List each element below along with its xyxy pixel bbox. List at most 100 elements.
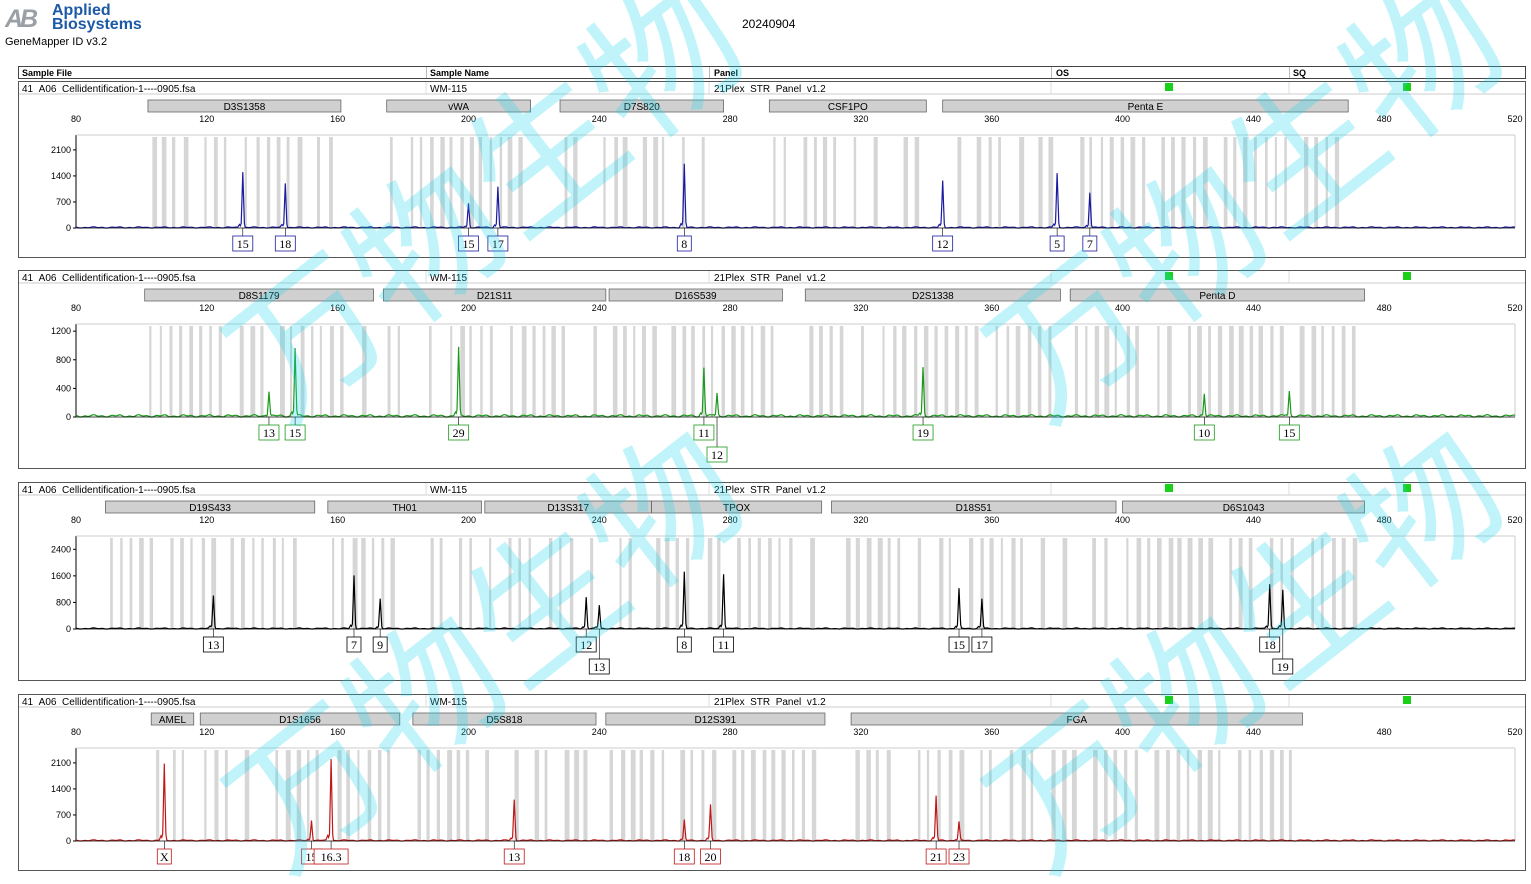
allele-bin (1208, 326, 1211, 417)
allele-bin (988, 137, 992, 228)
allele-bin (1352, 538, 1358, 629)
allele-bin (1000, 538, 1003, 629)
allele-bin (845, 538, 851, 629)
allele-call-box (1272, 658, 1294, 675)
allele-bin (741, 750, 745, 841)
allele-call-label: 11 (718, 638, 730, 652)
allele-bin (361, 538, 366, 629)
x-tick-label: 280 (723, 114, 738, 124)
x-tick-label: 400 (1115, 303, 1130, 313)
allele-bin (750, 750, 756, 841)
col-header-os[interactable]: OS (1056, 68, 1070, 78)
allele-call-label: 15 (462, 237, 474, 251)
allele-bin (1167, 326, 1172, 417)
electropherogram-panel-black[interactable]: 41_A06_Cellidentification-1----0905.fsa W… (18, 482, 1526, 681)
allele-bin (944, 326, 949, 417)
marker-label: D13S317 (547, 503, 589, 514)
allele-bin (521, 326, 527, 417)
allele-bin (296, 750, 302, 841)
allele-bin (1080, 137, 1085, 228)
marker-label: D6S1043 (1223, 503, 1265, 514)
allele-bin (1198, 538, 1203, 629)
electropherogram-panel-red[interactable]: 41_A06_Cellidentification-1----0905.fsa W… (18, 694, 1526, 871)
electropherogram-red: 41_A06_Cellidentification-1----0905.fsa W… (19, 695, 1525, 865)
allele-bin (1304, 137, 1309, 228)
allele-bin (948, 750, 953, 841)
allele-bin (1009, 750, 1014, 841)
x-tick-label: 440 (1246, 303, 1261, 313)
allele-bin (346, 750, 350, 841)
allele-bin (630, 750, 636, 841)
allele-bin (564, 137, 568, 228)
allele-bin (532, 326, 536, 417)
allele-call-box (925, 848, 947, 865)
allele-bin (593, 326, 597, 417)
col-header-sq[interactable]: SQ (1293, 68, 1307, 78)
allele-bin (297, 137, 303, 228)
allele-bin (341, 538, 344, 629)
x-tick-label: 440 (1246, 515, 1261, 525)
allele-bin (1104, 326, 1110, 417)
x-tick-label: 360 (984, 727, 999, 737)
allele-bin (1238, 750, 1242, 841)
allele-bin (861, 326, 864, 417)
electropherogram-panel-blue[interactable]: 41_A06_Cellidentification-1----0905.fsa W… (18, 81, 1526, 258)
allele-bin (866, 538, 872, 629)
marker-label: D2S1338 (912, 291, 954, 302)
allele-bin (1238, 538, 1243, 629)
allele-call-label: 12 (937, 237, 949, 251)
allele-bin (1288, 750, 1292, 841)
allele-bin (1094, 326, 1100, 417)
x-tick-label: 320 (853, 303, 868, 313)
allele-bin (665, 538, 670, 629)
allele-bin (489, 538, 492, 629)
allele-bin (809, 326, 814, 417)
allele-bin (1229, 538, 1233, 629)
x-tick-label: 200 (461, 114, 476, 124)
allele-bin (469, 538, 473, 629)
allele-bin (612, 326, 618, 417)
y-tick-label: 700 (56, 810, 71, 820)
col-header-panel[interactable]: Panel (714, 68, 739, 78)
electropherogram-panel-green[interactable]: 41_A06_Cellidentification-1----0905.fsa W… (18, 270, 1526, 469)
allele-bin (937, 750, 941, 841)
allele-bin (211, 538, 217, 629)
allele-bin (390, 538, 395, 629)
allele-call-box (971, 636, 993, 653)
allele-bin (1048, 326, 1052, 417)
allele-bin (1166, 750, 1170, 841)
allele-bin (773, 137, 776, 228)
allele-bin (1156, 538, 1162, 629)
allele-bin (230, 538, 234, 629)
allele-bin (877, 538, 883, 629)
allele-bin (822, 137, 828, 228)
allele-call-box (948, 636, 970, 653)
allele-bin (272, 538, 276, 629)
sq-status-indicator (1403, 696, 1411, 704)
x-tick-label: 80 (71, 515, 81, 525)
allele-bin (671, 326, 677, 417)
allele-bin (886, 750, 891, 841)
allele-bin (458, 538, 463, 629)
marker-label: D3S1358 (224, 102, 266, 113)
allele-bin (1332, 538, 1336, 629)
allele-bin (139, 538, 144, 629)
allele-bin (256, 137, 260, 228)
allele-bin (887, 538, 891, 629)
allele-bin (250, 326, 256, 417)
allele-bin (1104, 538, 1108, 629)
col-header-sample-name[interactable]: Sample Name (430, 68, 490, 78)
marker-label: FGA (1066, 715, 1087, 726)
allele-bin (1177, 538, 1182, 629)
allele-bin (989, 538, 994, 629)
allele-bin (609, 750, 614, 841)
allele-call-label: 23 (953, 850, 965, 864)
allele-bin (639, 750, 644, 841)
allele-call-box (948, 848, 970, 865)
col-header-sample-file[interactable]: Sample File (22, 68, 73, 78)
allele-bin (329, 326, 334, 417)
allele-bin (573, 137, 578, 228)
allele-bin (352, 538, 358, 629)
allele-bin (1157, 326, 1160, 417)
allele-bin (337, 750, 342, 841)
